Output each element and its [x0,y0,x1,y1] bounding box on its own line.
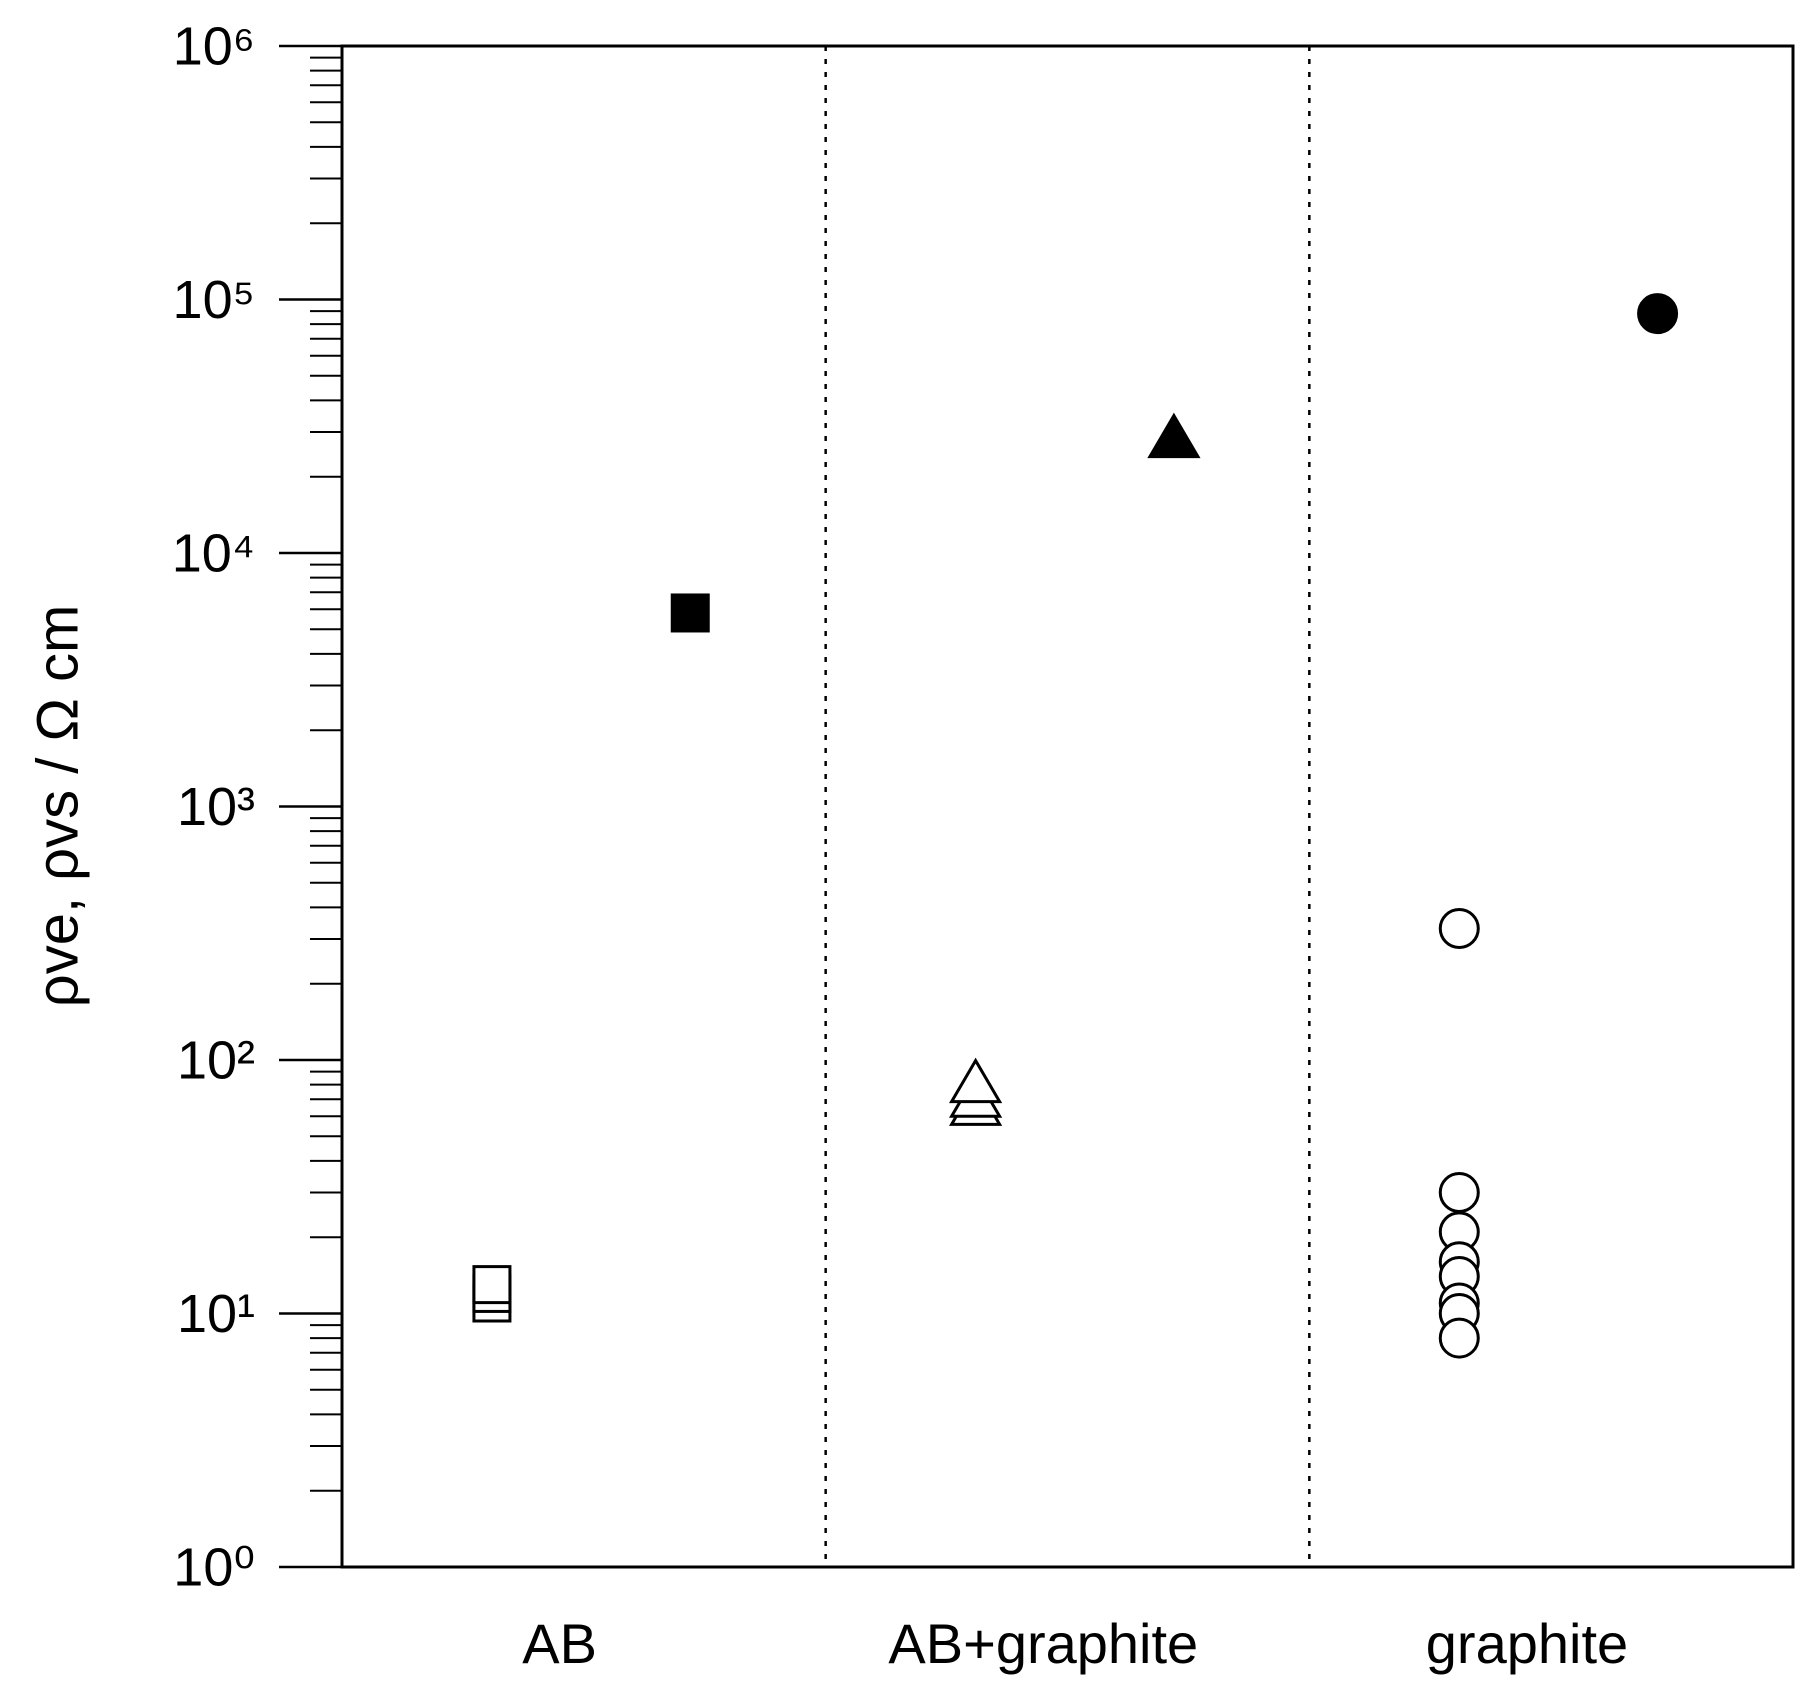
circle-marker [1438,1317,1480,1359]
triangle-marker [948,1057,1003,1104]
y-tick-label: 10⁴ [172,523,255,583]
x-category-label: graphite [1426,1612,1628,1675]
y-tick-label: 10³ [177,777,255,837]
x-category-label: AB [522,1612,597,1675]
y-tick-label: 10² [177,1030,255,1090]
y-axis-label: ρve, ρvs / Ω cm [25,605,90,1008]
triangle-marker [1147,412,1201,459]
square-marker [472,1265,512,1305]
circle-marker [1438,1172,1480,1214]
y-tick-label: 10⁵ [173,270,255,330]
circle-marker [1637,293,1679,335]
square-marker [670,593,710,633]
y-tick-label: 10⁰ [173,1537,255,1597]
x-category-label: AB+graphite [888,1612,1198,1675]
circle-marker [1438,908,1480,950]
y-tick-label: 10¹ [177,1284,255,1344]
y-tick-label: 10⁶ [173,16,255,76]
plot-frame [340,44,1795,1569]
